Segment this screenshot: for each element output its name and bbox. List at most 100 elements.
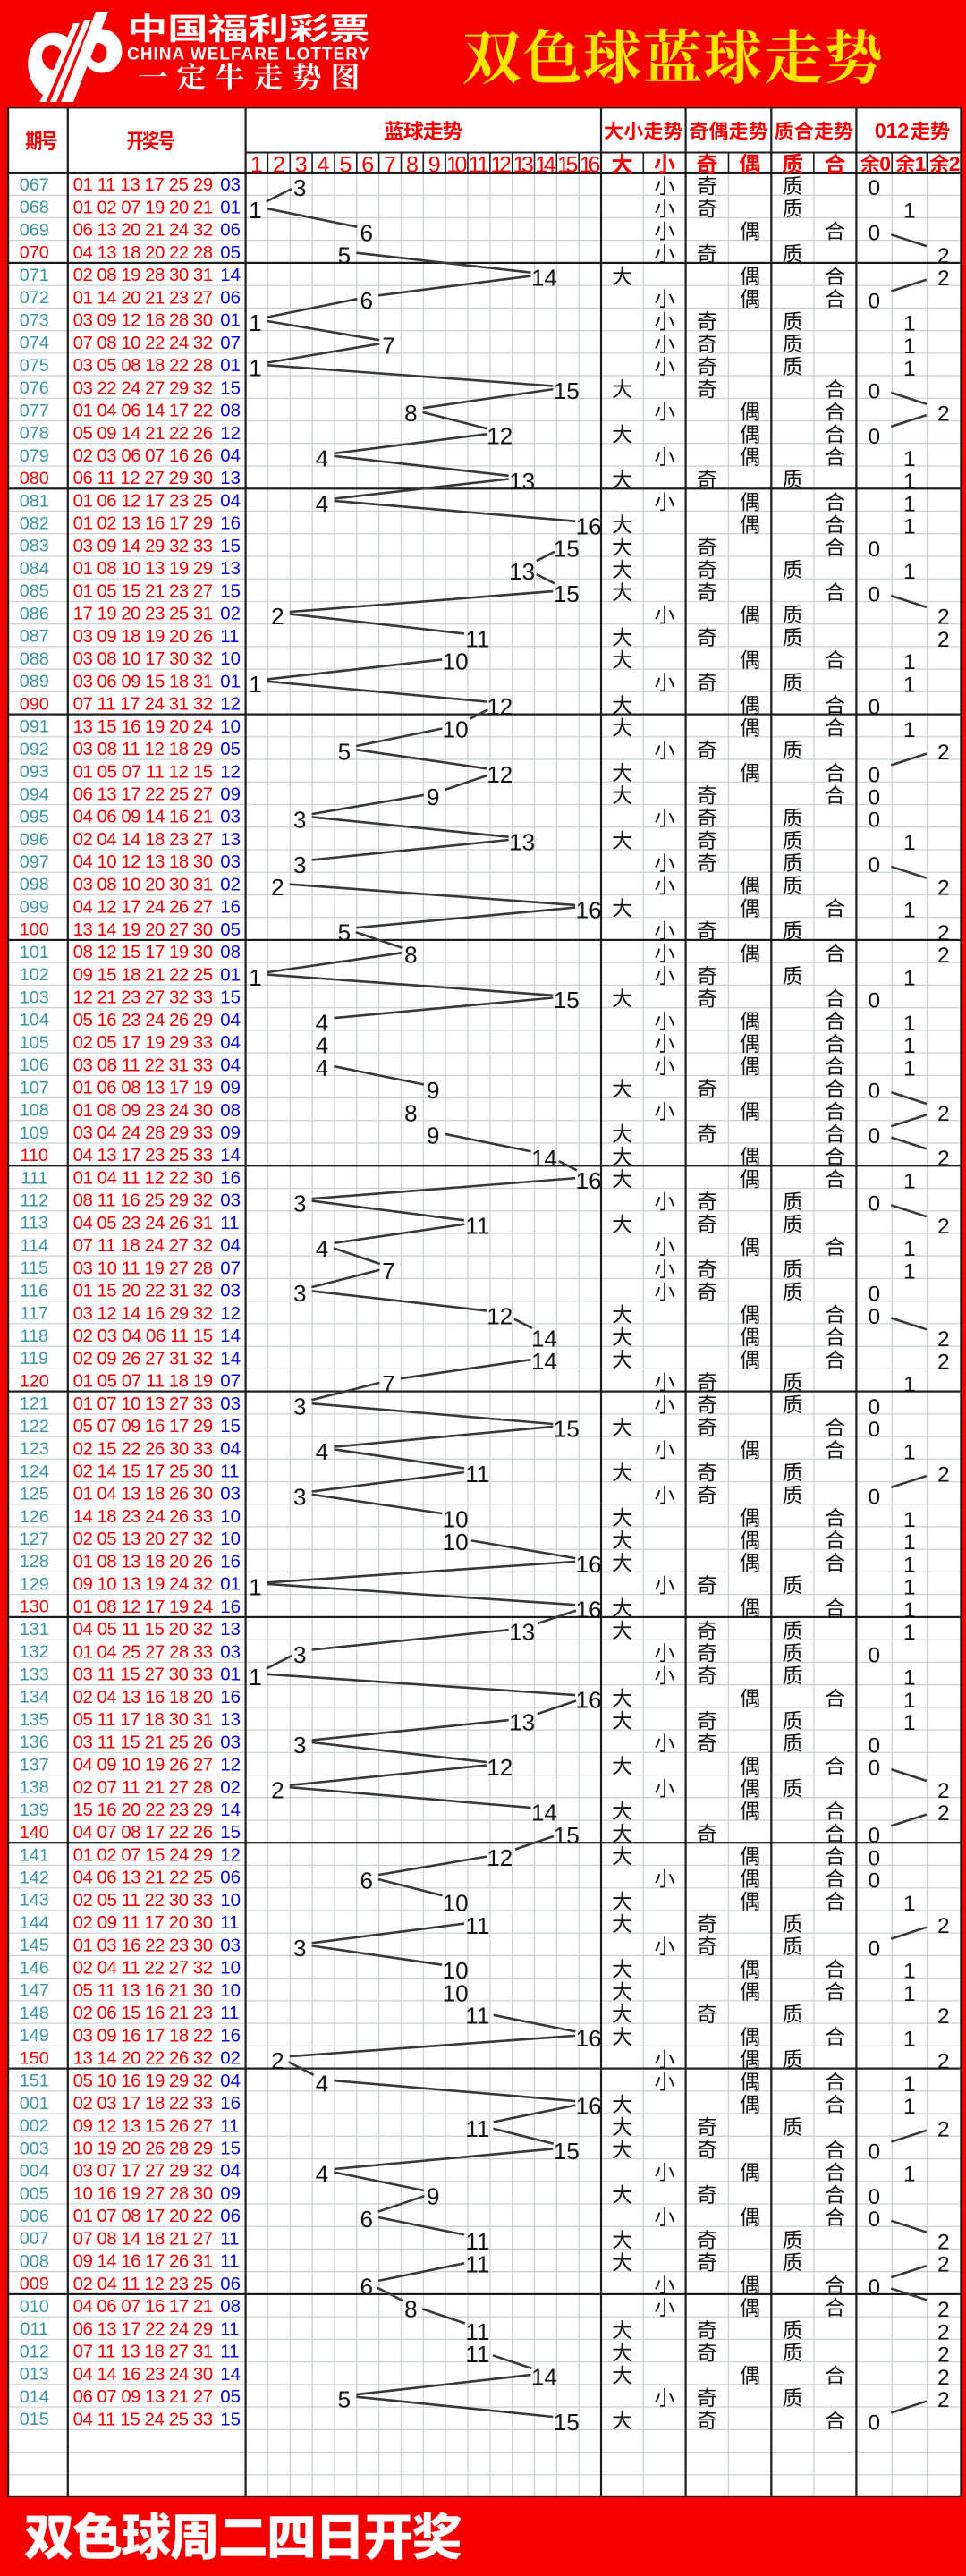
svg-text:8: 8 [404,1099,417,1126]
svg-text:15 16 20 22 23 29: 15 16 20 22 23 29 [73,1801,214,1820]
svg-text:10: 10 [220,1981,241,2001]
svg-text:01: 01 [220,1665,241,1685]
svg-text:9: 9 [428,152,441,177]
svg-text:07: 07 [220,1372,241,1392]
svg-text:08: 08 [220,1101,241,1121]
svg-text:01 04 11 12 22 30: 01 04 11 12 22 30 [73,1169,214,1189]
svg-text:04 13 17 23 25 33: 04 13 17 23 25 33 [73,1146,214,1165]
svg-text:1: 1 [903,335,916,359]
svg-text:135: 135 [20,1710,49,1730]
svg-text:02 04 11 12 23 25: 02 04 11 12 23 25 [73,2275,214,2294]
svg-text:084: 084 [20,559,49,579]
svg-text:14: 14 [220,2365,241,2385]
svg-text:02 15 22 26 30 33: 02 15 22 26 30 33 [73,1439,214,1459]
svg-text:12: 12 [487,422,513,449]
svg-text:107: 107 [20,1078,49,1097]
svg-text:098: 098 [20,875,49,894]
svg-text:05: 05 [220,2387,241,2407]
svg-text:126: 126 [20,1507,49,1527]
svg-text:2: 2 [937,2366,950,2390]
svg-text:01: 01 [220,198,241,217]
svg-text:11: 11 [220,2252,239,2272]
svg-text:3: 3 [293,174,306,201]
svg-text:09: 09 [220,2184,241,2204]
svg-text:076: 076 [20,378,49,398]
svg-text:001: 001 [20,2094,49,2114]
svg-text:5: 5 [338,242,351,269]
svg-text:2: 2 [937,1215,950,1239]
svg-text:03 08 11 22 31 33: 03 08 11 22 31 33 [73,1055,214,1075]
svg-text:092: 092 [20,740,49,759]
svg-text:9: 9 [427,2183,439,2210]
svg-text:13: 13 [220,469,241,488]
svg-text:0: 0 [868,1643,880,1667]
svg-text:3: 3 [293,1393,306,1419]
svg-text:003: 003 [20,2139,49,2158]
svg-text:6: 6 [360,1867,372,1894]
svg-text:02 05 17 19 29 33: 02 05 17 19 29 33 [73,1033,214,1053]
svg-text:01 15 20 22 31 32: 01 15 20 22 31 32 [73,1282,214,1301]
svg-text:8: 8 [406,152,419,177]
svg-text:6: 6 [361,152,374,177]
svg-text:03: 03 [220,808,241,827]
svg-text:10: 10 [220,1959,241,1979]
svg-text:13: 13 [509,829,535,856]
svg-text:118: 118 [21,1326,49,1346]
svg-text:0: 0 [868,853,880,877]
svg-text:133: 133 [20,1665,49,1684]
svg-text:1: 1 [903,470,916,494]
svg-text:13: 13 [220,1710,241,1730]
svg-text:01 03 16 22 23 30: 01 03 16 22 23 30 [73,1936,214,1955]
svg-text:02 09 11 17 20 30: 02 09 11 17 20 30 [73,1913,214,1933]
svg-text:006: 006 [20,2207,49,2226]
svg-text:08 12 15 17 19 30: 08 12 15 17 19 30 [73,943,214,962]
svg-text:09 14 16 17 26 31: 09 14 16 17 26 31 [73,2252,214,2272]
svg-text:9: 9 [427,1077,439,1104]
svg-text:2: 2 [937,2343,950,2368]
svg-text:16: 16 [576,1686,602,1713]
svg-text:12: 12 [487,761,513,788]
svg-text:100: 100 [20,920,49,940]
svg-text:128: 128 [20,1552,49,1572]
svg-text:13 15 16 19 20 24: 13 15 16 19 20 24 [73,717,214,737]
svg-text:11: 11 [220,627,239,647]
svg-text:102: 102 [20,965,49,985]
svg-text:0: 0 [868,289,880,313]
svg-text:15: 15 [554,536,580,563]
svg-text:09 15 18 21 22 25: 09 15 18 21 22 25 [73,965,214,985]
svg-text:15: 15 [220,378,241,398]
svg-text:012: 012 [20,2342,49,2361]
svg-text:15: 15 [220,581,241,601]
svg-text:3: 3 [293,1641,306,1668]
svg-text:13: 13 [220,830,241,850]
svg-text:01 04 25 27 28 33: 01 04 25 27 28 33 [73,1642,214,1662]
svg-text:9: 9 [427,1123,439,1149]
svg-text:16: 16 [580,152,601,177]
svg-text:01 04 13 18 26 30: 01 04 13 18 26 30 [73,1485,214,1504]
svg-text:1: 1 [249,309,261,336]
svg-text:01 06 08 13 17 19: 01 06 08 13 17 19 [73,1079,214,1098]
svg-text:04: 04 [220,1439,241,1459]
svg-text:2: 2 [937,1147,950,1171]
svg-text:02 14 15 17 25 30: 02 14 15 17 25 30 [73,1462,214,1482]
svg-text:06 11 12 27 29 30: 06 11 12 27 29 30 [73,469,214,488]
svg-text:1: 1 [903,1576,916,1600]
svg-text:11: 11 [220,1462,239,1482]
svg-text:106: 106 [20,1055,49,1075]
svg-text:073: 073 [20,310,49,330]
svg-text:0: 0 [868,1733,880,1758]
svg-text:11: 11 [465,626,489,653]
svg-text:5: 5 [338,739,351,766]
svg-text:03 04 24 28 29 33: 03 04 24 28 29 33 [73,1123,214,1143]
svg-text:125: 125 [20,1485,49,1504]
svg-text:04 11 15 24 25 33: 04 11 15 24 25 33 [73,2410,214,2429]
svg-text:14: 14 [531,265,557,292]
svg-text:11: 11 [220,2004,239,2023]
svg-text:03: 03 [220,852,241,872]
svg-text:11: 11 [465,2228,489,2255]
svg-text:2: 2 [937,2004,950,2029]
svg-text:094: 094 [20,784,49,804]
svg-text:03: 03 [220,1936,241,1955]
svg-text:15: 15 [554,1416,580,1443]
svg-text:3: 3 [293,1935,306,1962]
